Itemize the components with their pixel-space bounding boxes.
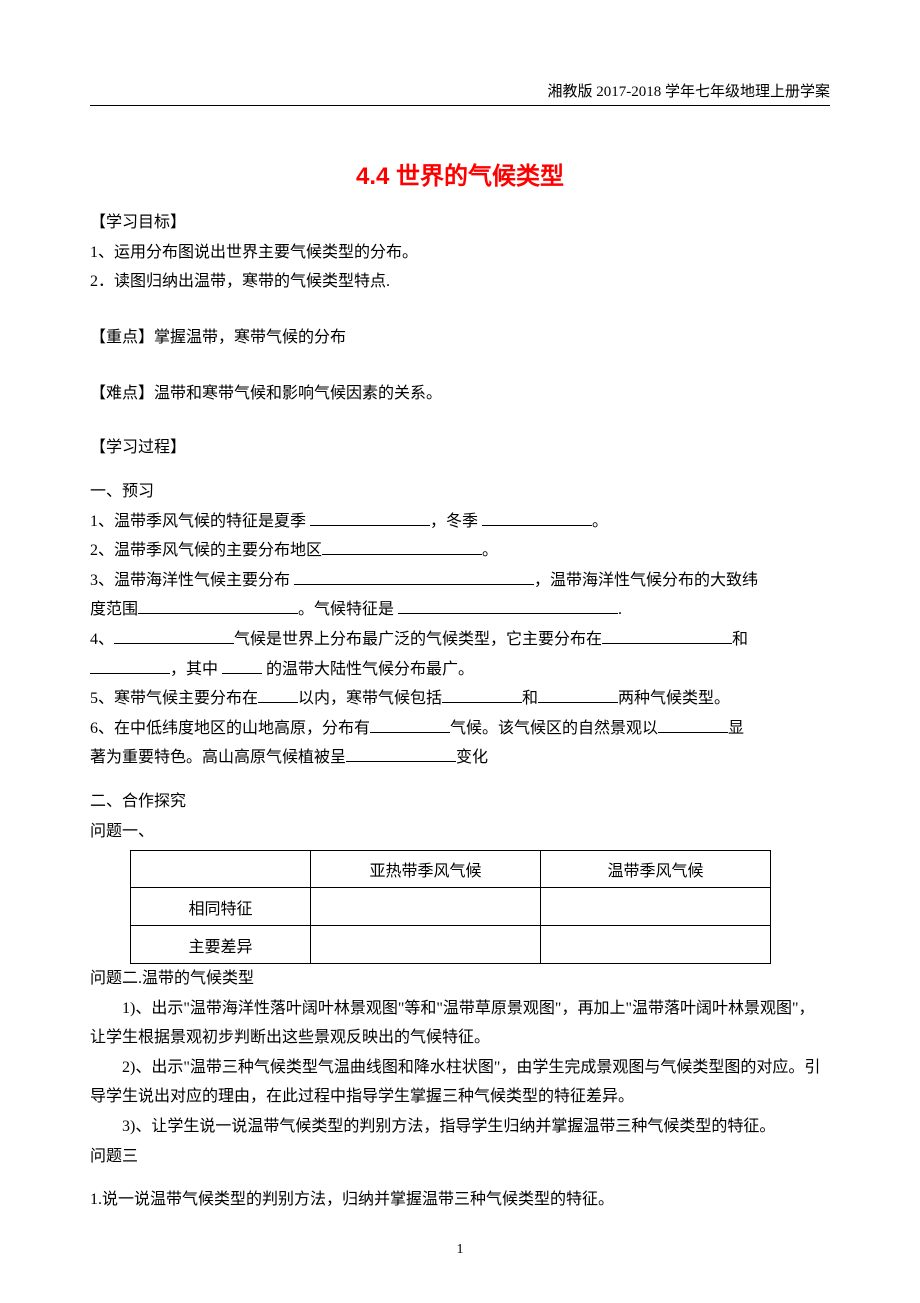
key-point-text: 掌握温带，寒带气候的分布 [154,329,346,346]
table-row: 主要差异 [131,926,771,964]
q4-text-b: 气候是世界上分布最广泛的气候类型，它主要分布在 [234,631,602,648]
table-header-col2: 亚热带季风气候 [311,851,541,888]
inquiry-q3-label: 问题三 [90,1142,830,1172]
inquiry-q2-p2: 2)、出示"温带三种气候类型气温曲线图和降水柱状图"，由学生完成景观图与气候类型… [90,1053,830,1112]
inquiry-q1-label: 问题一、 [90,817,830,847]
table-cell-empty[interactable] [311,926,541,964]
q1-text-c: 。 [592,513,608,530]
key-point-line: 【重点】掌握温带，寒带气候的分布 [90,323,830,353]
blank-field[interactable] [294,569,534,585]
q4-text-e: 的温带大陆性气候分布最广。 [262,661,474,678]
blank-field[interactable] [658,717,728,733]
difficulty-line: 【难点】温带和寒带气候和影响气候因素的关系。 [90,379,830,409]
table-header-row: 亚热带季风气候 温带季风气候 [131,851,771,888]
inquiry-q2-p3: 3)、让学生说一说温带气候类型的判别方法，指导学生归纳并掌握温带三种气候类型的特… [90,1112,830,1142]
difficulty-text: 温带和寒带气候和影响气候因素的关系。 [154,385,442,402]
q6-text-c: 显 [728,720,744,737]
q5-text-b: 以内，寒带气候包括 [298,690,442,707]
page-number: 1 [0,1242,920,1258]
table-cell-empty [131,851,311,888]
blank-field[interactable] [398,598,618,614]
inquiry-q2-label: 问题二.温带的气候类型 [90,964,830,994]
q6-text-a: 6、在中低纬度地区的山地高原，分布有 [90,720,370,737]
q4-text-c: 和 [732,631,748,648]
blank-field[interactable] [322,539,482,555]
table-row: 相同特征 [131,888,771,926]
inquiry-q2-p1: 1)、出示"温带海洋性落叶阔叶林景观图"等和"温带草原景观图"，再加上"温带落叶… [90,994,830,1053]
preview-q4-line1: 4、 气候是世界上分布最广泛的气候类型，它主要分布在 和 [90,625,830,655]
table-row1-label: 相同特征 [131,888,311,926]
q4-text-a: 4、 [90,631,114,648]
blank-field[interactable] [310,510,430,526]
table-cell-empty[interactable] [541,888,771,926]
objectives-label: 【学习目标】 [90,209,830,238]
blank-field[interactable] [222,658,262,674]
page-header: 湘教版 2017-2018 学年七年级地理上册学案 [90,80,830,106]
blank-field[interactable] [538,687,618,703]
process-label: 【学习过程】 [90,434,830,463]
q3-text-c: 度范围 [90,601,138,618]
document-title: 4.4 世界的气候类型 [90,156,830,191]
table-header-col3: 温带季风气候 [541,851,771,888]
preview-q3-line2: 度范围 。气候特征是 . [90,595,830,625]
q5-text-d: 两种气候类型。 [618,690,730,707]
objective-1: 1、运用分布图说出世界主要气候类型的分布。 [90,238,830,268]
inquiry-q3-p1: 1.说一说温带气候类型的判别方法，归纳并掌握温带三种气候类型的特征。 [90,1185,830,1215]
table-cell-empty[interactable] [311,888,541,926]
blank-field[interactable] [138,598,298,614]
preview-q6-line1: 6、在中低纬度地区的山地高原，分布有 气候。该气候区的自然景观以 显 [90,714,830,744]
blank-field[interactable] [442,687,522,703]
table-row2-label: 主要差异 [131,926,311,964]
objective-2: 2．读图归纳出温带，寒带的气候类型特点. [90,267,830,297]
preview-q5: 5、寒带气候主要分布在 以内，寒带气候包括 和 两种气候类型。 [90,684,830,714]
preview-q6-line2: 著为重要特色。高山高原气候植被呈 变化 [90,743,830,773]
q1-text-a: 1、温带季风气候的特征是夏季 [90,513,310,530]
q6-text-b: 气候。该气候区的自然景观以 [450,720,658,737]
q2-text-b: 。 [482,542,498,559]
inquiry-heading: 二、合作探究 [90,787,830,817]
key-point-label: 【重点】 [90,329,154,346]
q3-text-e: . [618,601,622,618]
q5-text-c: 和 [522,690,538,707]
q3-text-b: ，温带海洋性气候分布的大致纬 [534,572,758,589]
q3-text-d: 。气候特征是 [298,601,398,618]
blank-field[interactable] [346,746,456,762]
preview-heading: 一、预习 [90,477,830,507]
preview-q1: 1、温带季风气候的特征是夏季 ，冬季 。 [90,507,830,537]
q1-text-b: ，冬季 [430,513,482,530]
preview-q2: 2、温带季风气候的主要分布地区 。 [90,536,830,566]
q3-text-a: 3、温带海洋性气候主要分布 [90,572,294,589]
q6-text-d: 著为重要特色。高山高原气候植被呈 [90,749,346,766]
comparison-table: 亚热带季风气候 温带季风气候 相同特征 主要差异 [130,850,771,964]
blank-field[interactable] [482,510,592,526]
q4-text-d: ，其中 [170,661,222,678]
preview-q4-line2: ，其中 的温带大陆性气候分布最广。 [90,655,830,685]
blank-field[interactable] [370,717,450,733]
table-cell-empty[interactable] [541,926,771,964]
blank-field[interactable] [602,628,732,644]
preview-q3-line1: 3、温带海洋性气候主要分布 ，温带海洋性气候分布的大致纬 [90,566,830,596]
q2-text-a: 2、温带季风气候的主要分布地区 [90,542,322,559]
q6-text-e: 变化 [456,749,488,766]
blank-field[interactable] [258,687,298,703]
blank-field[interactable] [90,658,170,674]
difficulty-label: 【难点】 [90,385,154,402]
q5-text-a: 5、寒带气候主要分布在 [90,690,258,707]
blank-field[interactable] [114,628,234,644]
